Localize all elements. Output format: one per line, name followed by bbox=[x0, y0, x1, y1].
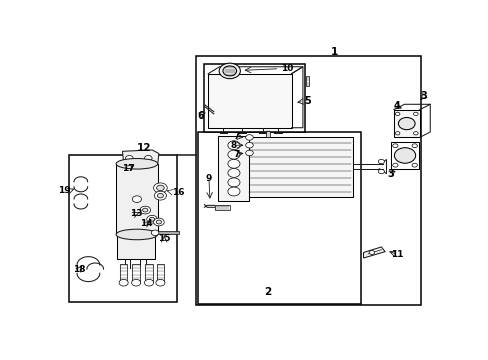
Bar bbox=[117, 233, 155, 260]
Text: 7: 7 bbox=[233, 150, 239, 158]
Text: 6: 6 bbox=[197, 111, 203, 121]
Circle shape bbox=[153, 218, 164, 226]
Circle shape bbox=[227, 187, 240, 196]
Bar bbox=[198, 132, 361, 304]
Circle shape bbox=[227, 168, 240, 177]
Bar bbox=[204, 64, 304, 132]
Circle shape bbox=[146, 215, 157, 223]
Circle shape bbox=[142, 208, 147, 212]
Text: 3: 3 bbox=[420, 91, 427, 102]
Bar bbox=[145, 264, 153, 282]
Bar bbox=[132, 264, 140, 282]
Circle shape bbox=[245, 143, 253, 148]
Text: 5: 5 bbox=[304, 96, 310, 107]
Circle shape bbox=[119, 279, 128, 286]
Circle shape bbox=[395, 132, 399, 135]
Circle shape bbox=[227, 141, 240, 150]
Circle shape bbox=[395, 112, 399, 116]
Text: 11: 11 bbox=[390, 250, 403, 259]
Text: 13: 13 bbox=[130, 209, 142, 218]
Text: 14: 14 bbox=[140, 220, 152, 229]
Bar bbox=[218, 136, 249, 201]
Ellipse shape bbox=[116, 229, 158, 240]
Text: 9: 9 bbox=[205, 174, 212, 183]
Circle shape bbox=[156, 279, 164, 286]
Circle shape bbox=[413, 132, 417, 135]
Bar bbox=[195, 56, 420, 305]
Circle shape bbox=[132, 196, 141, 202]
Text: 8: 8 bbox=[230, 141, 236, 150]
Circle shape bbox=[227, 178, 240, 187]
Circle shape bbox=[156, 185, 164, 191]
Text: 12: 12 bbox=[136, 143, 151, 153]
Text: 2: 2 bbox=[264, 287, 271, 297]
Text: 17: 17 bbox=[122, 164, 135, 173]
Text: 18: 18 bbox=[73, 265, 85, 274]
Circle shape bbox=[125, 156, 133, 161]
Circle shape bbox=[157, 193, 163, 198]
Circle shape bbox=[413, 112, 417, 116]
Text: 10: 10 bbox=[280, 64, 293, 73]
Text: 7: 7 bbox=[233, 132, 239, 141]
Bar bbox=[246, 138, 352, 197]
Circle shape bbox=[156, 220, 161, 224]
Circle shape bbox=[227, 150, 240, 159]
Circle shape bbox=[223, 66, 236, 76]
Bar bbox=[120, 264, 127, 282]
Bar bbox=[156, 264, 164, 282]
Bar bbox=[208, 74, 291, 128]
Circle shape bbox=[219, 63, 240, 79]
Circle shape bbox=[154, 191, 166, 200]
Bar bbox=[305, 76, 309, 86]
Text: 19: 19 bbox=[58, 186, 70, 195]
Polygon shape bbox=[363, 247, 385, 258]
Text: 1: 1 bbox=[330, 47, 337, 57]
Bar bbox=[393, 110, 419, 138]
Circle shape bbox=[392, 163, 397, 167]
Circle shape bbox=[140, 206, 150, 214]
Bar bbox=[390, 141, 418, 169]
Circle shape bbox=[368, 251, 374, 255]
Circle shape bbox=[149, 217, 154, 221]
Circle shape bbox=[245, 135, 253, 140]
Circle shape bbox=[227, 159, 240, 168]
Circle shape bbox=[411, 144, 417, 148]
Bar bbox=[156, 231, 178, 234]
Bar bbox=[68, 156, 176, 302]
Text: 15: 15 bbox=[158, 234, 170, 243]
Polygon shape bbox=[122, 150, 159, 164]
Text: 16: 16 bbox=[171, 188, 184, 197]
Circle shape bbox=[144, 156, 152, 161]
Circle shape bbox=[245, 150, 253, 156]
Bar bbox=[265, 131, 270, 138]
Circle shape bbox=[144, 279, 153, 286]
Text: 3: 3 bbox=[386, 169, 393, 179]
Circle shape bbox=[398, 117, 414, 130]
Bar bbox=[214, 205, 229, 210]
Circle shape bbox=[153, 183, 167, 193]
Ellipse shape bbox=[116, 158, 158, 169]
Circle shape bbox=[394, 148, 415, 163]
Bar bbox=[116, 164, 158, 234]
Text: 4: 4 bbox=[392, 100, 399, 111]
Circle shape bbox=[392, 144, 397, 148]
Circle shape bbox=[411, 163, 417, 167]
Circle shape bbox=[151, 230, 159, 235]
Circle shape bbox=[131, 279, 141, 286]
Circle shape bbox=[378, 159, 384, 164]
Circle shape bbox=[378, 169, 384, 174]
